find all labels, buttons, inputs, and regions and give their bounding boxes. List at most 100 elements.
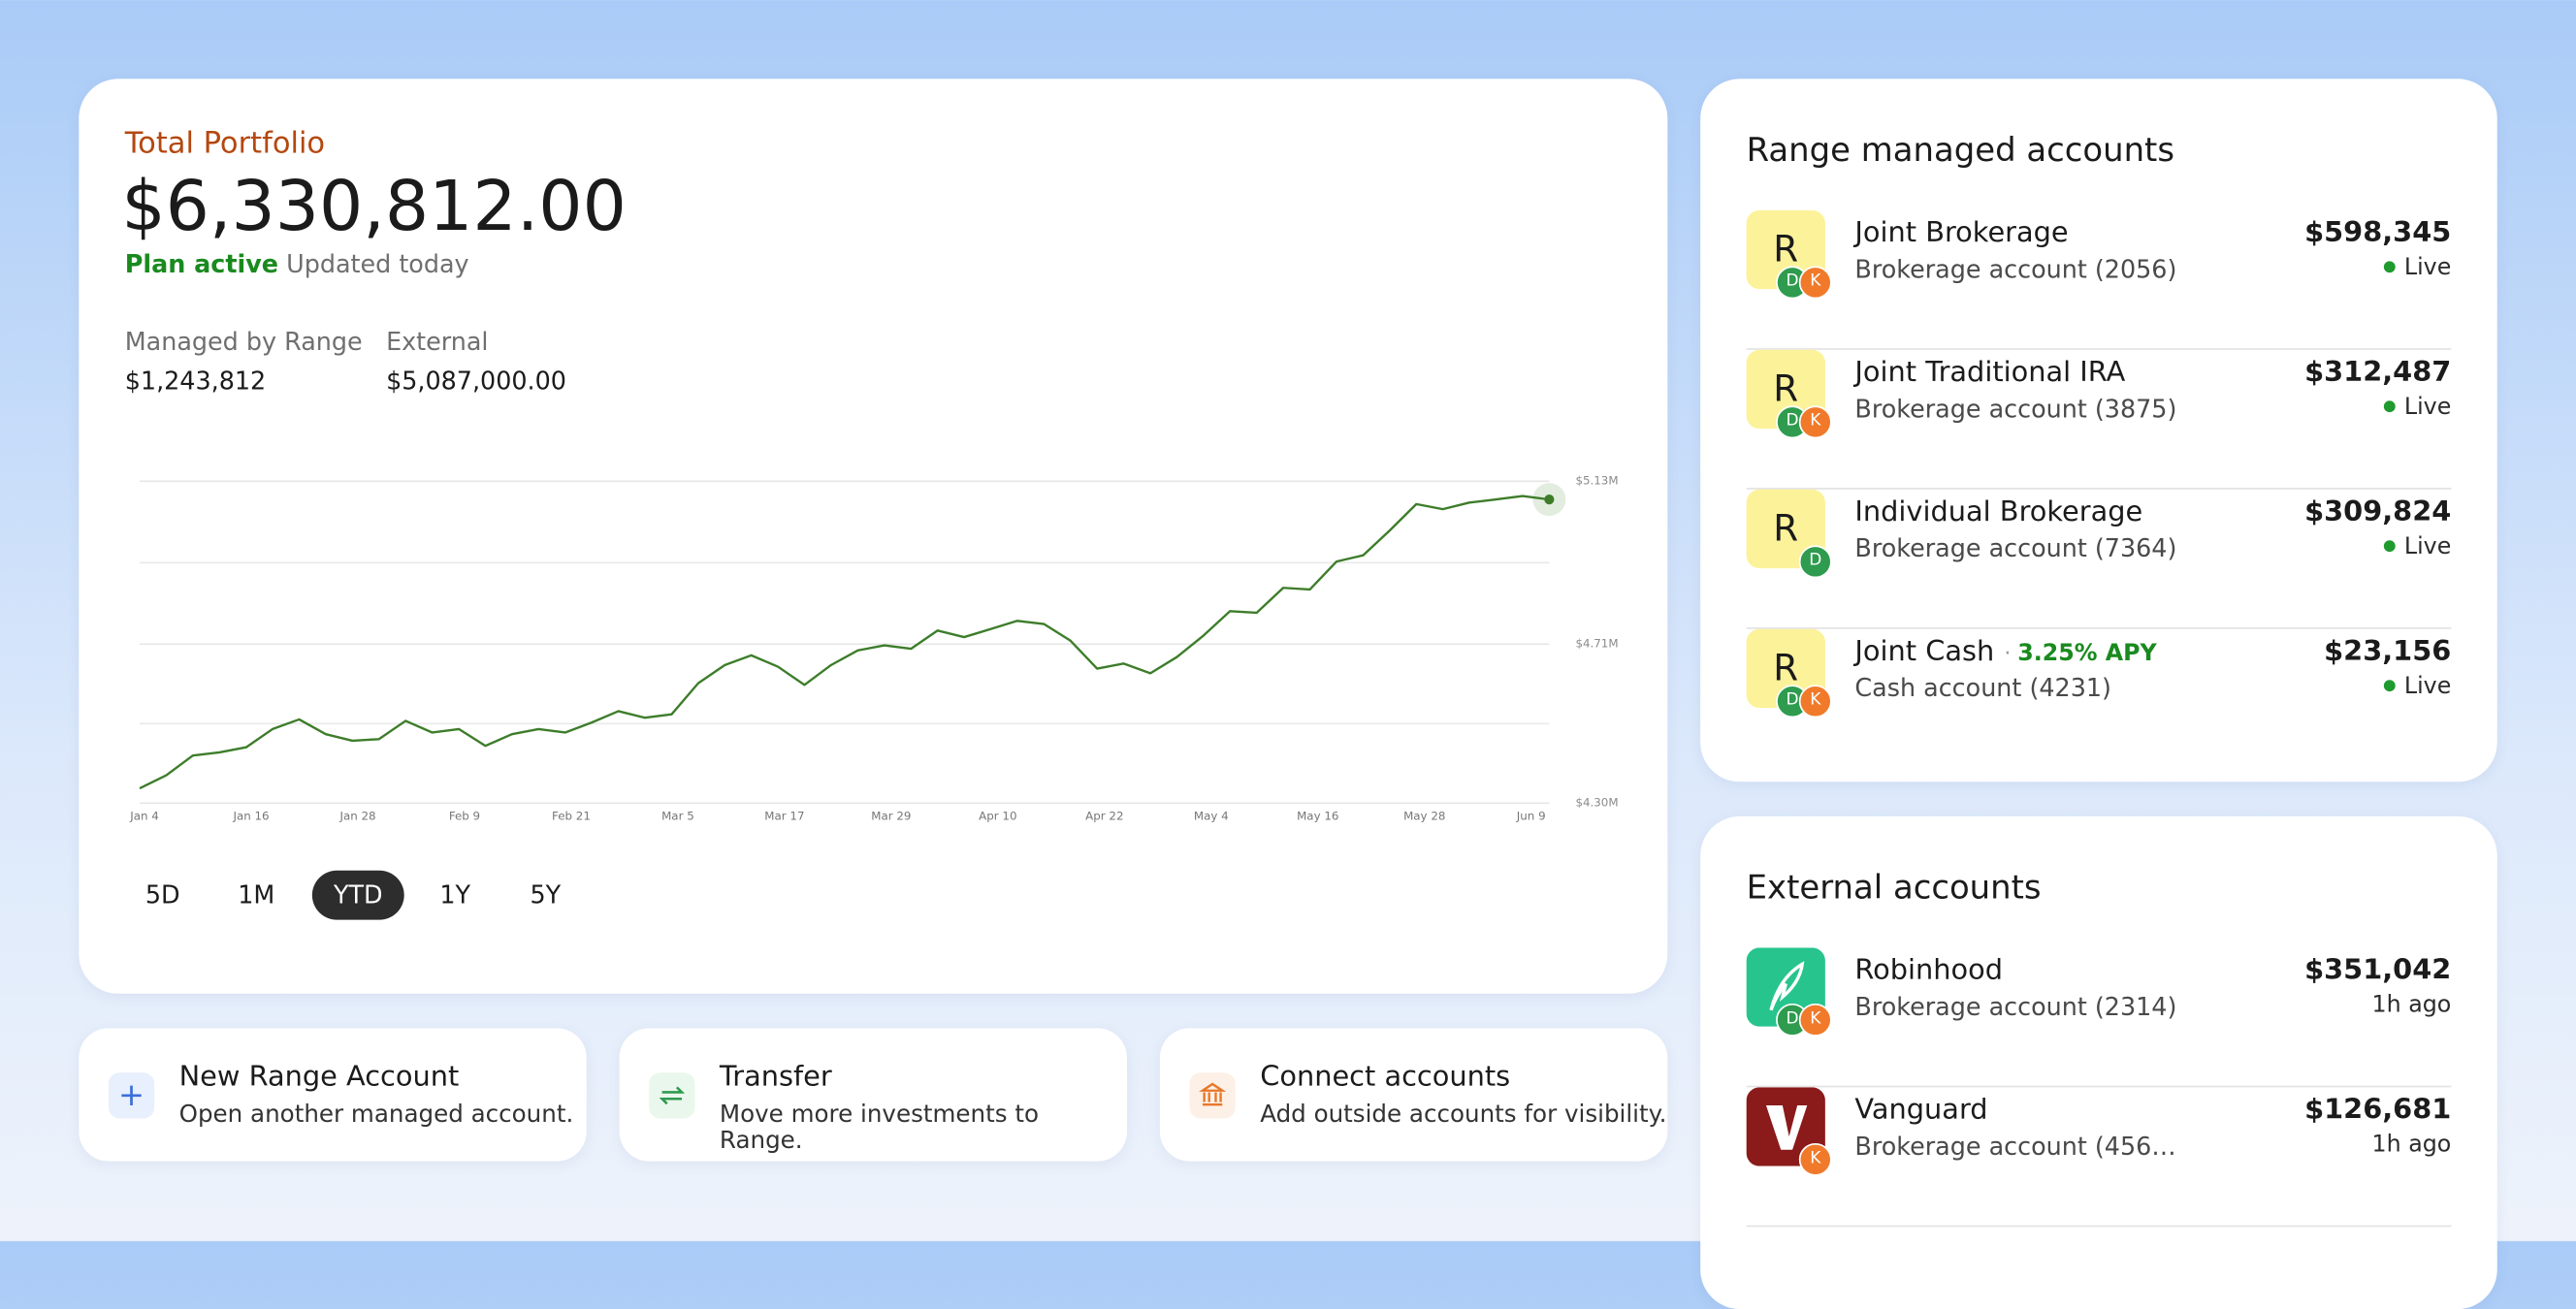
account-subtitle: Brokerage account (7364)	[1854, 533, 2177, 564]
account-subtitle: Brokerage account (2056)	[1854, 254, 2177, 285]
account-balance: $598,345	[2304, 216, 2452, 250]
owner-avatar: K	[1798, 266, 1832, 300]
action-icon	[108, 1072, 155, 1119]
account-name: Joint Brokerage	[1854, 217, 2068, 250]
account-subtitle: Brokerage account (3875)	[1854, 394, 2177, 425]
account-status: Live	[2384, 533, 2452, 560]
owner-avatar: K	[1798, 1003, 1832, 1037]
account-name-text: Joint Traditional IRA	[1854, 356, 2126, 390]
period-button[interactable]: YTD	[311, 870, 404, 920]
account-status: Live	[2384, 673, 2452, 700]
external-card: External accounts D K Robinhood Brokerage a…	[1700, 815, 2497, 1309]
account-row[interactable]: R D Individual Brokerage Brokerage account …	[1746, 489, 2452, 629]
x-tick-label: Mar 17	[764, 809, 804, 822]
x-tick-label: Jan 4	[129, 809, 159, 822]
account-name-text: Joint Cash	[1854, 635, 1995, 669]
apy: 3.25% APY	[2017, 640, 2157, 667]
action-title: New Range Account	[178, 1061, 460, 1095]
y-tick-label: $4.30M	[1575, 796, 1618, 810]
account-status: Live	[2384, 254, 2452, 281]
action-description: Move more investments to Range.	[719, 1101, 1039, 1155]
action-title: Connect accounts	[1260, 1061, 1511, 1095]
separator	[1746, 348, 2452, 350]
status-text: Live	[2403, 394, 2452, 421]
account-subtitle: Brokerage account (456…	[1854, 1132, 2176, 1162]
x-tick-label: Jan 28	[338, 809, 375, 822]
status-dot	[2384, 400, 2397, 413]
y-tick-label: $5.13M	[1575, 474, 1618, 488]
x-tick-label: May 4	[1194, 809, 1229, 822]
x-tick-label: Apr 22	[1085, 809, 1123, 822]
separator	[1746, 627, 2452, 629]
account-status: 1h ago	[2372, 1132, 2452, 1158]
account-name: Vanguard	[1854, 1094, 1987, 1127]
breakdown-label: External	[386, 327, 489, 357]
portfolio-card	[79, 79, 1668, 994]
account-name: Joint Cash · 3.25% APY	[1854, 636, 2156, 669]
account-subtitle: Cash account (4231)	[1854, 673, 2111, 703]
status-dot	[2384, 540, 2397, 553]
account-name-text: Individual Brokerage	[1854, 495, 2143, 529]
account-row[interactable]: K Vanguard Brokerage account (456… $126,681…	[1746, 1087, 2452, 1228]
x-tick-label: Feb 21	[552, 809, 591, 822]
page-body: {"portfolio":{"label":"Total Portfolio",…	[0, 0, 2576, 1241]
plan-status: Plan active	[124, 249, 279, 279]
account-name-text: Joint Brokerage	[1854, 216, 2069, 250]
icon	[108, 1072, 155, 1119]
account-balance: $23,156	[2324, 635, 2452, 669]
end-point	[1544, 495, 1555, 505]
x-tick-label: May 28	[1403, 809, 1445, 822]
account-row[interactable]: R D K Joint Cash · 3.25% APY Cash account (423…	[1746, 628, 2452, 769]
icon	[1189, 1072, 1236, 1119]
account-name: Individual Brokerage	[1854, 496, 2142, 529]
account-status: Live	[2384, 394, 2452, 421]
account-balance: $312,487	[2304, 356, 2452, 390]
account-name: Robinhood	[1854, 954, 2003, 987]
action-card[interactable]: Transfer Move more investments to Range.	[619, 1028, 1128, 1162]
account-status: 1h ago	[2372, 992, 2452, 1018]
account-row[interactable]: D K Robinhood Brokerage account (2314) $351,…	[1746, 947, 2452, 1088]
breakdown-label: Managed by Range	[124, 327, 363, 357]
account-balance: $309,824	[2304, 495, 2452, 529]
action-description: Add outside accounts for visibility.	[1260, 1101, 1667, 1129]
action-card[interactable]: Connect accounts Add outside accounts for…	[1159, 1028, 1668, 1162]
status-dot	[2384, 261, 2397, 273]
icon	[649, 1072, 695, 1119]
x-tick-label: Mar 5	[661, 809, 694, 822]
action-title: Transfer	[719, 1061, 832, 1095]
separator	[1746, 1085, 2452, 1088]
updated-text: 1h ago	[2371, 992, 2452, 1019]
portfolio-total: $6,330,812.00	[121, 166, 627, 247]
updated-text: Updated today	[286, 249, 469, 279]
status-text: Live	[2403, 673, 2452, 700]
status-dot	[2384, 680, 2397, 692]
dashboard: Total Portfolio $6,330,812.00 Plan activ…	[79, 79, 2497, 1228]
updated-text: 1h ago	[2371, 1132, 2452, 1159]
action-card[interactable]: New Range Account Open another managed ac…	[79, 1028, 587, 1162]
chart: $4.30M $4.71M $5.13M Jan 4 Jan 16 Jan 28 Feb 9…	[129, 474, 1618, 823]
account-name-text: Vanguard	[1854, 1094, 1988, 1128]
period-button[interactable]: 1Y	[439, 879, 471, 910]
owner-avatar: K	[1798, 685, 1832, 718]
section-title: Range managed accounts	[1746, 129, 2175, 170]
action-icon	[1189, 1072, 1236, 1119]
separator: ·	[2004, 642, 2012, 667]
status-text: Live	[2403, 533, 2452, 560]
account-name: Joint Traditional IRA	[1854, 357, 2125, 390]
status-text: Live	[2403, 254, 2452, 281]
account-subtitle: Brokerage account (2314)	[1854, 992, 2177, 1022]
x-tick-label: Jun 9	[1516, 809, 1546, 822]
x-tick-label: Feb 9	[449, 809, 480, 822]
period-button[interactable]: 5D	[145, 879, 180, 910]
account-balance: $351,042	[2304, 954, 2452, 988]
x-tick-label: Mar 29	[871, 809, 911, 822]
period-button[interactable]: 1M	[238, 879, 275, 910]
account-row[interactable]: R D K Joint Traditional IRA Brokerage accoun…	[1746, 349, 2452, 490]
action-icon	[649, 1072, 695, 1119]
account-row[interactable]: R D K Joint Brokerage Brokerage account (205…	[1746, 209, 2452, 350]
period-button[interactable]: 5Y	[530, 879, 562, 910]
account-name-text: Robinhood	[1854, 954, 2004, 988]
x-tick-label: Jan 16	[232, 809, 269, 822]
managed-card: Range managed accounts R D K Joint Brokerag…	[1700, 79, 2497, 782]
account-balance: $126,681	[2304, 1094, 2452, 1128]
